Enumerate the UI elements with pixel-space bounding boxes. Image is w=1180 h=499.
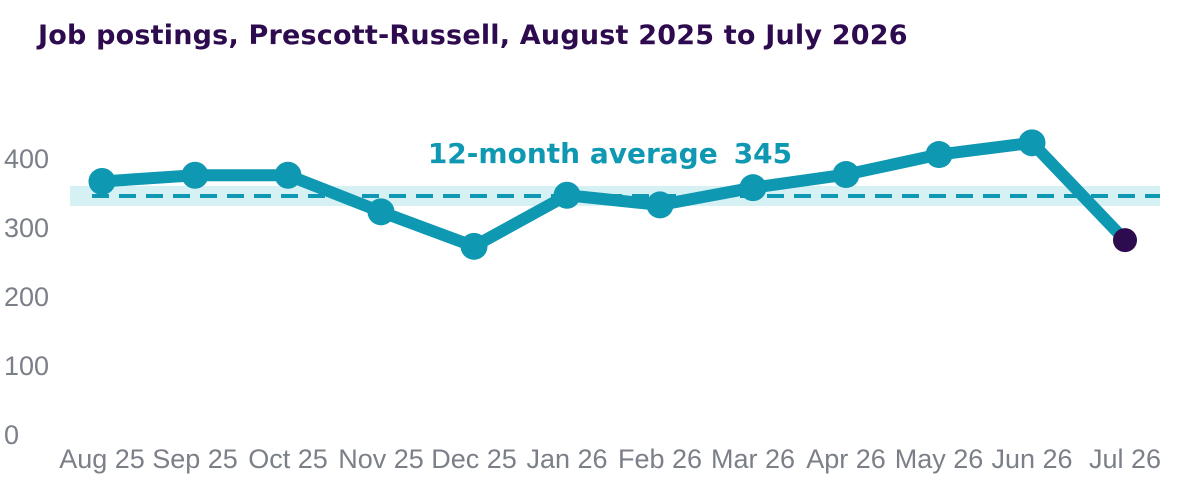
x-tick-label: Jan 26 — [526, 444, 607, 474]
data-point — [1018, 129, 1046, 157]
average-label: 12-month average 345 — [428, 137, 792, 170]
x-tick-label: Aug 25 — [59, 444, 145, 474]
data-point — [274, 161, 302, 189]
x-tick-label: Dec 25 — [431, 444, 517, 474]
x-tick-label: May 26 — [895, 444, 984, 474]
series-layer — [88, 129, 1137, 260]
y-tick-label: 0 — [4, 420, 19, 450]
x-tick-label: Sep 25 — [152, 444, 238, 474]
series-line — [96, 136, 1131, 253]
data-point — [1113, 228, 1137, 253]
data-point — [460, 232, 488, 260]
x-tick-label: Mar 26 — [711, 444, 795, 474]
y-tick-label: 400 — [4, 144, 49, 174]
x-tick-label: Oct 25 — [248, 444, 328, 474]
data-point — [88, 167, 116, 195]
data-point — [181, 161, 209, 189]
y-tick-label: 300 — [4, 213, 49, 243]
x-axis: Aug 25 Sep 25 Oct 25 Nov 25 Dec 25 Jan 26 Feb … — [59, 444, 1161, 474]
y-tick-label: 100 — [4, 351, 49, 381]
average-label-text: 12-month average — [428, 137, 718, 170]
y-tick-label: 200 — [4, 282, 49, 312]
x-tick-label: Jul 26 — [1089, 444, 1161, 474]
data-point — [739, 174, 767, 202]
data-point — [925, 141, 953, 169]
data-point — [832, 161, 860, 189]
data-point — [646, 191, 674, 219]
x-tick-label: Apr 26 — [806, 444, 886, 474]
x-tick-label: Jun 26 — [991, 444, 1072, 474]
x-tick-label: Feb 26 — [618, 444, 702, 474]
x-tick-label: Nov 25 — [338, 444, 424, 474]
data-point — [367, 198, 395, 226]
chart-title: Job postings, Prescott-Russell, August 2… — [38, 20, 908, 51]
average-label-value: 345 — [734, 137, 792, 170]
data-point — [553, 181, 581, 209]
y-axis: 0 100 200 300 400 — [4, 144, 49, 450]
